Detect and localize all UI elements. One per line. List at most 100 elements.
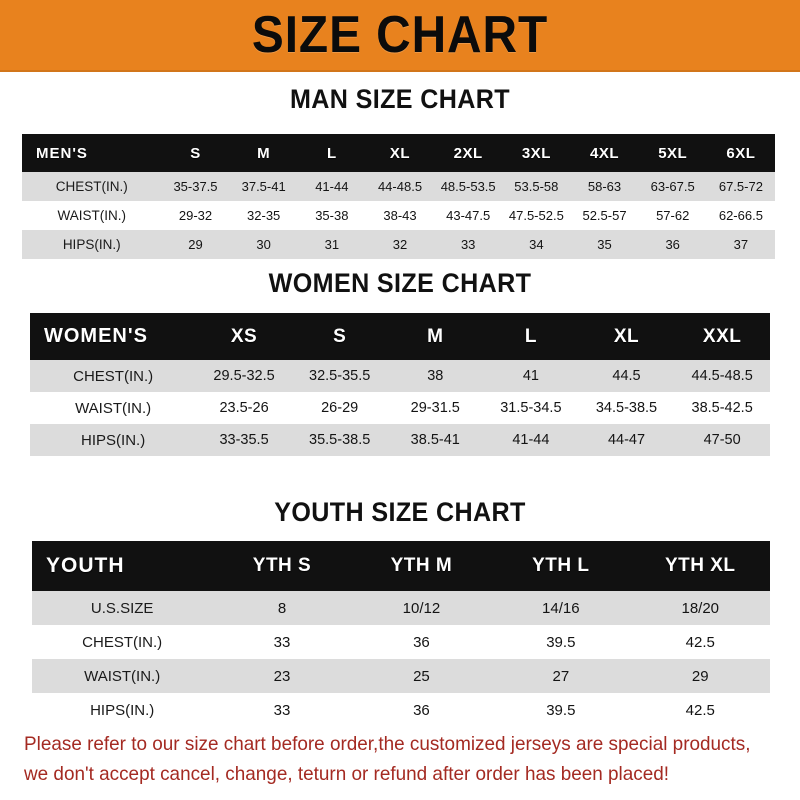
man-measurement-value: 34 xyxy=(529,237,544,252)
women-size-column-header: XXL xyxy=(702,325,742,347)
women-measurement-value: 33-35.5 xyxy=(219,432,269,448)
order-policy-note: Please refer to our size chart before or… xyxy=(24,729,761,789)
man-measurement-value: 41-44 xyxy=(315,179,349,194)
man-size-column-header: 5XL xyxy=(658,144,688,162)
man-measurement-value: 36 xyxy=(665,237,680,252)
man-measurement-label: WAIST(IN.) xyxy=(57,208,126,223)
men-table-header: MEN'S S M L XL 2XL 3XL 4XL 5XL 6XL xyxy=(22,134,775,172)
women-table-corner-label: WOMEN'S xyxy=(44,325,148,347)
youth-table-corner-label: YOUTH xyxy=(46,554,125,577)
table-row: HIPS(IN.) 33-35.5 35.5-38.5 38.5-41 41-44 44-… xyxy=(30,424,770,456)
man-measurement-value: 67.5-72 xyxy=(718,179,763,194)
man-measurement-value: 32-35 xyxy=(247,208,281,223)
man-measurement-value: 38-43 xyxy=(383,208,417,223)
women-table-body: CHEST(IN.) 29.5-32.5 32.5-35.5 38 41 44.5 44.5… xyxy=(30,360,770,456)
women-measurement-label: WAIST(IN.) xyxy=(75,399,152,417)
women-measurement-value: 44-47 xyxy=(607,432,646,448)
man-measurement-value: 32 xyxy=(392,237,408,252)
youth-measurement-label: CHEST(IN.) xyxy=(82,633,163,651)
man-measurement-value: 58-63 xyxy=(587,179,622,194)
youth-measurement-value: 29 xyxy=(691,667,709,685)
man-measurement-value: 35 xyxy=(597,237,612,252)
youth-measurement-value: 36 xyxy=(413,701,430,719)
men-size-table: MEN'S S M L XL 2XL 3XL 4XL 5XL 6XL CHEST(IN.) 35-3… xyxy=(22,134,775,259)
youth-measurement-value: 27 xyxy=(552,667,570,685)
women-measurement-value: 44.5 xyxy=(612,368,641,384)
youth-measurement-value: 8 xyxy=(277,599,287,617)
table-row: WAIST(IN.) 23.5-26 26-29 29-31.5 31.5-34.5 34… xyxy=(30,392,770,424)
table-row: CHEST(IN.) 35-37.5 37.5-41 41-44 44-48.5 48.5… xyxy=(22,172,775,201)
man-table-corner-label: MEN'S xyxy=(36,144,88,162)
youth-measurement-value: 36 xyxy=(413,633,430,651)
man-size-column-header: 4XL xyxy=(590,144,620,162)
youth-size-table: YOUTH YTH S YTH M YTH L YTH XL U.S.SIZE 8 10/1… xyxy=(32,541,770,727)
youth-measurement-value: 18/20 xyxy=(681,599,720,617)
order-policy-line-1: Please refer to our size chart before or… xyxy=(24,733,751,755)
man-measurement-value: 47.5-52.5 xyxy=(508,208,564,223)
youth-measurement-value: 39.5 xyxy=(546,701,576,719)
youth-size-column-header: YTH S xyxy=(252,555,312,576)
women-size-table: WOMEN'S XS S M L XL XXL CHEST(IN.) 29.5-32.5 32.… xyxy=(30,313,770,456)
youth-measurement-value: 33 xyxy=(273,633,291,651)
table-row: CHEST(IN.) 29.5-32.5 32.5-35.5 38 41 44.5 44.5… xyxy=(30,360,770,392)
women-measurement-value: 41 xyxy=(522,368,539,384)
man-size-column-header: 2XL xyxy=(453,144,483,162)
youth-measurement-value: 10/12 xyxy=(402,599,441,617)
youth-measurement-value: 33 xyxy=(273,701,291,719)
man-measurement-value: 43-47.5 xyxy=(446,208,491,223)
man-measurement-value: 63-67.5 xyxy=(650,179,695,194)
women-measurement-value: 38.5-41 xyxy=(410,432,460,448)
table-row: HIPS(IN.) 29 30 31 32 33 34 35 36 37 xyxy=(22,230,775,259)
man-measurement-value: 37 xyxy=(733,237,749,252)
youth-size-column-header: YTH M xyxy=(390,555,453,576)
women-size-column-header: M xyxy=(427,325,444,347)
women-measurement-value: 29-31.5 xyxy=(410,400,460,416)
man-measurement-value: 62-66.5 xyxy=(718,208,763,223)
man-size-column-header: S xyxy=(190,144,201,162)
man-measurement-value: 37.5-41 xyxy=(241,179,286,194)
youth-measurement-label: WAIST(IN.) xyxy=(84,667,161,685)
women-section-title: WOMEN SIZE CHART xyxy=(268,268,532,298)
man-measurement-value: 53.5-58 xyxy=(514,179,559,194)
man-measurement-value: 29 xyxy=(188,237,203,252)
women-size-column-header: XL xyxy=(613,325,640,347)
table-row: CHEST(IN.) 33 36 39.5 42.5 xyxy=(32,625,770,659)
youth-measurement-label: U.S.SIZE xyxy=(90,599,154,617)
women-measurement-label: HIPS(IN.) xyxy=(81,431,146,449)
man-measurement-label: HIPS(IN.) xyxy=(62,237,121,252)
women-measurement-value: 35.5-38.5 xyxy=(309,432,371,448)
youth-section-title: YOUTH SIZE CHART xyxy=(274,497,526,527)
youth-size-column-header: YTH L xyxy=(532,555,590,576)
man-measurement-value: 44-48.5 xyxy=(377,179,423,194)
women-measurement-value: 34.5-38.5 xyxy=(595,400,658,416)
women-size-column-header: XS xyxy=(230,325,258,347)
men-table-body: CHEST(IN.) 35-37.5 37.5-41 41-44 44-48.5 48.5… xyxy=(22,172,775,259)
table-row: WAIST(IN.) 23 25 27 29 xyxy=(32,659,770,693)
man-size-column-header: M xyxy=(257,144,271,162)
women-header-row: WOMEN'S XS S M L XL XXL xyxy=(30,313,770,360)
youth-measurement-value: 14/16 xyxy=(542,599,580,617)
youth-measurement-value: 42.5 xyxy=(685,633,715,651)
youth-measurement-value: 42.5 xyxy=(685,701,715,719)
man-section-title: MAN SIZE CHART xyxy=(289,84,511,114)
page-banner: SIZE CHART xyxy=(0,0,800,72)
women-measurement-value: 38 xyxy=(427,368,444,384)
man-measurement-value: 35-37.5 xyxy=(173,179,218,194)
man-size-column-header: L xyxy=(327,144,337,162)
women-measurement-label: CHEST(IN.) xyxy=(73,367,154,385)
man-measurement-value: 30 xyxy=(256,237,271,252)
page-title: SIZE CHART xyxy=(251,6,549,64)
youth-table-header: YOUTH YTH S YTH M YTH L YTH XL xyxy=(32,541,770,591)
man-measurement-value: 52.5-57 xyxy=(582,208,627,223)
youth-measurement-label: HIPS(IN.) xyxy=(90,701,155,719)
man-size-column-header: 3XL xyxy=(521,144,551,162)
youth-measurement-value: 23 xyxy=(273,667,291,685)
youth-table-body: U.S.SIZE 8 10/12 14/16 18/20 CHEST(IN.) 33 36 39… xyxy=(32,591,770,727)
women-measurement-value: 32.5-35.5 xyxy=(309,368,371,384)
women-size-column-header: S xyxy=(333,325,347,347)
table-row: U.S.SIZE 8 10/12 14/16 18/20 xyxy=(32,591,770,625)
man-measurement-value: 31 xyxy=(324,237,340,252)
man-measurement-label: CHEST(IN.) xyxy=(55,179,128,194)
women-measurement-value: 29.5-32.5 xyxy=(213,368,275,384)
